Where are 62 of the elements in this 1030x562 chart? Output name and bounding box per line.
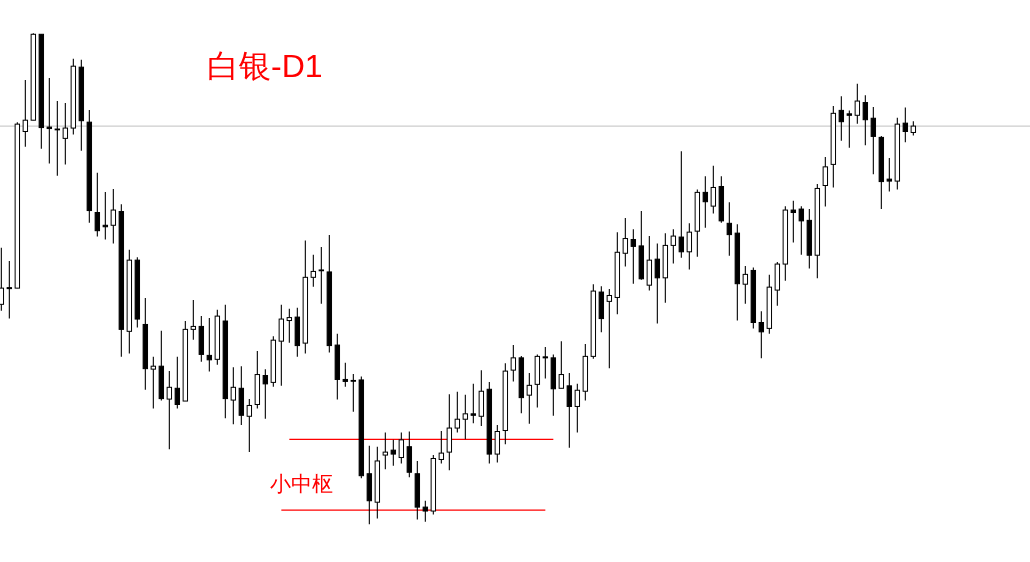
candlestick bbox=[726, 201, 733, 257]
candlestick bbox=[422, 500, 429, 523]
annotation: 小中枢 bbox=[270, 472, 333, 496]
candlestick bbox=[262, 368, 269, 420]
candlestick bbox=[286, 308, 293, 344]
candlestick bbox=[438, 430, 445, 464]
candlestick bbox=[758, 310, 765, 359]
candlestick bbox=[702, 175, 709, 229]
candlestick bbox=[822, 156, 829, 208]
candlestick bbox=[798, 205, 805, 256]
candlestick bbox=[150, 356, 157, 409]
candlestick bbox=[886, 157, 893, 192]
candlestick bbox=[110, 188, 117, 244]
candlestick bbox=[710, 165, 717, 215]
candlestick bbox=[54, 100, 61, 177]
candlestick bbox=[470, 383, 477, 424]
candlestick bbox=[166, 370, 173, 450]
candlestick bbox=[790, 200, 797, 244]
candlestick bbox=[350, 373, 357, 413]
candlestick bbox=[526, 372, 533, 425]
candlestick bbox=[630, 228, 637, 285]
candlestick bbox=[46, 77, 53, 164]
candlestick bbox=[510, 344, 517, 382]
candlestick bbox=[0, 247, 5, 312]
candlestick bbox=[190, 299, 197, 341]
candlestick bbox=[542, 346, 549, 380]
candlestick bbox=[278, 304, 285, 387]
candlestick bbox=[670, 228, 677, 265]
candlestick bbox=[678, 150, 685, 259]
candlestick bbox=[454, 391, 461, 434]
candlestick bbox=[230, 366, 237, 425]
candlestick bbox=[382, 431, 389, 470]
candlestick bbox=[206, 317, 213, 373]
candlestick bbox=[846, 109, 853, 149]
candlestick bbox=[606, 288, 613, 369]
candlestick bbox=[174, 356, 181, 409]
candlestick bbox=[838, 95, 845, 142]
candlestick bbox=[462, 394, 469, 440]
candlestick bbox=[622, 217, 629, 268]
candlestick bbox=[686, 222, 693, 271]
candlestick bbox=[862, 94, 869, 146]
candlestick bbox=[742, 265, 749, 305]
candlestick bbox=[246, 398, 253, 453]
candlestick bbox=[22, 79, 29, 148]
candlestick bbox=[102, 191, 109, 241]
candlestick bbox=[574, 383, 581, 434]
candlestick bbox=[870, 106, 877, 175]
text: 白银-D1 bbox=[207, 48, 323, 84]
candlestick bbox=[390, 439, 397, 467]
candlestick bbox=[94, 172, 101, 238]
candlestick bbox=[318, 246, 325, 305]
candlestick bbox=[854, 83, 861, 125]
candlestick bbox=[558, 340, 565, 389]
candlestick bbox=[654, 242, 661, 325]
candlestick bbox=[342, 362, 349, 388]
candlestick bbox=[398, 431, 405, 464]
candlestick bbox=[62, 102, 69, 165]
candlestick bbox=[566, 372, 573, 449]
candlestick bbox=[902, 106, 909, 143]
candlestick bbox=[310, 254, 317, 288]
candlestick bbox=[494, 424, 501, 463]
candlestick bbox=[6, 260, 13, 320]
